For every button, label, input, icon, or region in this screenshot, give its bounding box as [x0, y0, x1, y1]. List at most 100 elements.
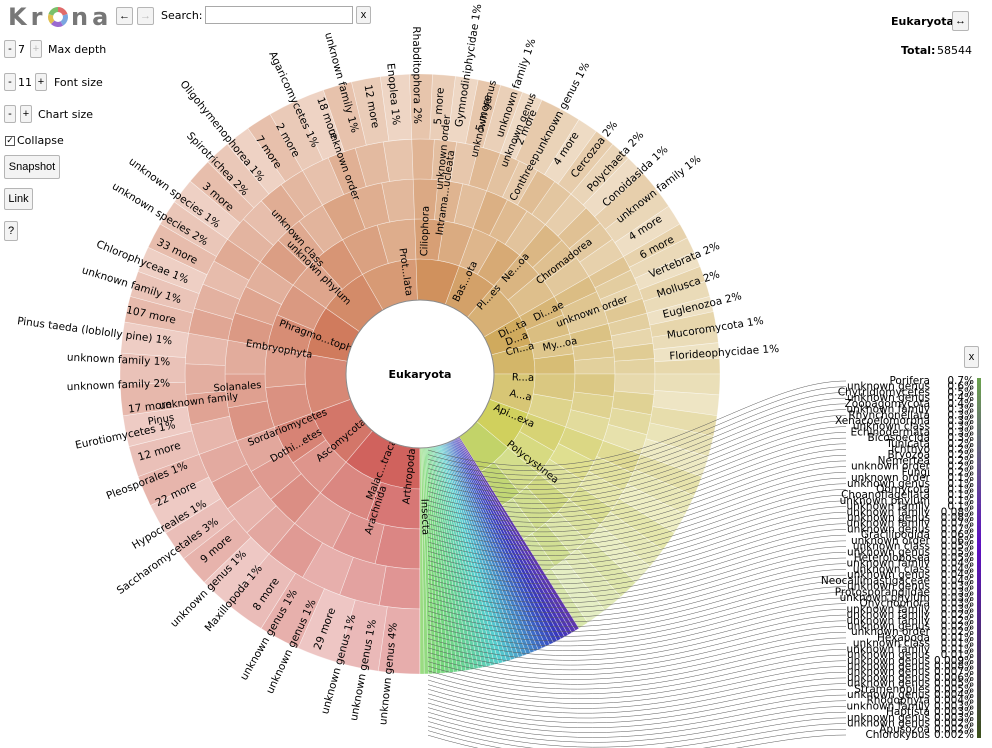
ring-3-wedge-43[interactable] [614, 358, 656, 375]
legend-item-name[interactable]: unknown family [847, 501, 930, 513]
legend-item-pct: 0.2% [947, 438, 974, 450]
legend-item-name[interactable]: unknown order [851, 461, 931, 473]
legend-item-name[interactable]: Haptista [886, 706, 930, 718]
legend-item-name[interactable]: Onychophora [860, 598, 930, 610]
chart-size-decrease-button[interactable]: - [4, 105, 16, 123]
legend-close-button[interactable]: x [964, 346, 979, 368]
back-button[interactable]: ← [116, 7, 133, 25]
krona-logo: Kr na [8, 4, 108, 30]
legend-item-name[interactable]: Fungi [902, 466, 930, 478]
help-button[interactable]: ? [4, 221, 18, 241]
legend-item-name[interactable]: unknown genus [847, 660, 930, 672]
legend-item-pct: 0.2% [947, 455, 974, 467]
legend-item-name[interactable]: unknown family [847, 615, 930, 627]
legend-item-name[interactable]: Protosporangiidae [835, 586, 930, 598]
font-size-increase-button[interactable]: + [35, 73, 47, 91]
legend-item-name[interactable]: Rhodophyta [866, 695, 930, 707]
search-input[interactable] [205, 6, 353, 24]
legend-leader-line [427, 437, 847, 514]
chart-center[interactable] [345, 299, 495, 449]
legend-item-name[interactable]: Bryozoa [887, 449, 930, 461]
legend-item-name[interactable]: unknown genus [847, 381, 930, 393]
legend-item-name[interactable]: Rhynchonellata [848, 409, 930, 421]
swap-colors-button[interactable]: ↔ [952, 11, 969, 31]
legend-item-name[interactable]: Stramenopiles [854, 683, 930, 695]
legend-item-name[interactable]: unknown genus [847, 718, 930, 730]
snapshot-button[interactable]: Snapshot [4, 155, 60, 179]
chart-size-increase-button[interactable]: + [20, 105, 32, 123]
legend-item-name[interactable]: unknown genus [847, 621, 930, 633]
legend-item-name[interactable]: unknown family [847, 506, 930, 518]
ring-3-wedge-0[interactable] [378, 565, 421, 610]
legend-item-name[interactable]: unknown order [851, 472, 931, 484]
legend-item-name[interactable]: Oomycota [876, 483, 930, 495]
collapse-checkbox[interactable]: ✓ [5, 136, 15, 146]
legend-item-name[interactable]: Chlorokybus [865, 729, 930, 741]
max-depth-value: 7 [18, 43, 25, 56]
legend-item-name[interactable]: Porifera [889, 375, 930, 387]
legend-leader-line [427, 609, 847, 656]
legend-item-name[interactable]: Nemertea [878, 455, 930, 467]
legend-item-name[interactable]: unknown family [847, 700, 930, 712]
legend-item-name[interactable]: Echinodermata [850, 426, 930, 438]
legend-item-name[interactable]: unknown class [853, 638, 930, 650]
max-depth-increase-button[interactable]: + [30, 40, 42, 58]
legend-item-name[interactable]: unknown family [847, 518, 930, 530]
legend-item-name[interactable]: unknown genus [847, 649, 930, 661]
legend-item-name[interactable]: unknown phylum [840, 592, 930, 604]
legend-item-name[interactable]: unknown order [851, 535, 931, 547]
legend-item-name[interactable]: unknown class [853, 421, 930, 433]
legend-item-name[interactable]: unknown genus [847, 581, 930, 593]
legend-item-name[interactable]: Xenacoelomorpha [835, 415, 930, 427]
legend-item-name[interactable]: unknown genus [847, 478, 930, 490]
legend-item-name[interactable]: unknown genus [847, 655, 930, 667]
legend-item-name[interactable]: Choanoflagellata [841, 489, 930, 501]
legend-item-name[interactable]: unknown genus [847, 678, 930, 690]
legend-item-name[interactable]: unknown genus [847, 523, 930, 535]
total-value: 58544 [937, 44, 972, 57]
legend-swatch [977, 543, 981, 550]
legend-item-name[interactable]: Gracilipodida [861, 529, 930, 541]
legend-item-name[interactable]: Zoopagomycota [845, 398, 930, 410]
legend-item-name[interactable]: unknown genus [847, 392, 930, 404]
legend-item-name[interactable]: unknown genus [847, 546, 930, 558]
legend-item-name[interactable]: Tunicata [885, 438, 930, 450]
max-depth-decrease-button[interactable]: - [4, 40, 16, 58]
legend-item-name[interactable]: Heterolobosea [854, 552, 930, 564]
legend-swatch [977, 429, 981, 436]
legend-item-name[interactable]: Chytridiomycetes [838, 386, 930, 398]
legend-item-pct: 0.08% [941, 506, 974, 518]
legend-item-name[interactable]: unknown genus [847, 512, 930, 524]
legend-item-name[interactable]: unknown class [853, 541, 930, 553]
legend-swatch [977, 600, 981, 607]
legend-swatch [977, 640, 981, 647]
legend-item-name[interactable]: unknown class [853, 563, 930, 575]
legend-item-name[interactable]: unknown family [847, 603, 930, 615]
legend-swatch [977, 617, 981, 624]
legend-item-name[interactable]: unknown family [847, 558, 930, 570]
search-clear-button[interactable]: x [356, 6, 371, 24]
legend-item-pct: 0.06% [941, 535, 974, 547]
legend-swatch [977, 480, 981, 487]
legend-item-name[interactable]: unknown genus [847, 666, 930, 678]
legend-item-name[interactable]: unknown genus [847, 712, 930, 724]
legend-item-name[interactable]: unknown order [851, 626, 931, 638]
legend-item-name[interactable]: unknown genus [847, 569, 930, 581]
font-size-decrease-button[interactable]: - [4, 73, 16, 91]
forward-button[interactable]: → [137, 7, 154, 25]
legend-item-name[interactable]: unknown genus [847, 689, 930, 701]
legend-item-name[interactable]: Neocallimastigaceae [821, 575, 930, 587]
legend-item-name[interactable]: Bicosoecida [868, 432, 930, 444]
legend-item-name[interactable]: unknown phylum [840, 495, 930, 507]
legend-leader-line [427, 660, 847, 699]
legend-item-name[interactable]: Hexapoda [877, 632, 930, 644]
legend-leader-line [427, 546, 847, 604]
legend-item-name[interactable]: Apusozoa [879, 723, 930, 735]
legend-item-name[interactable]: unknown family [847, 643, 930, 655]
legend-item-name[interactable]: unknown genus [847, 672, 930, 684]
legend-item-name[interactable]: unknown family [847, 609, 930, 621]
legend-item-name[interactable]: Ichthyo [891, 444, 930, 456]
link-button[interactable]: Link [4, 188, 33, 210]
ring-3-wedge-24[interactable] [411, 138, 435, 180]
legend-item-name[interactable]: unknown family [847, 404, 930, 416]
